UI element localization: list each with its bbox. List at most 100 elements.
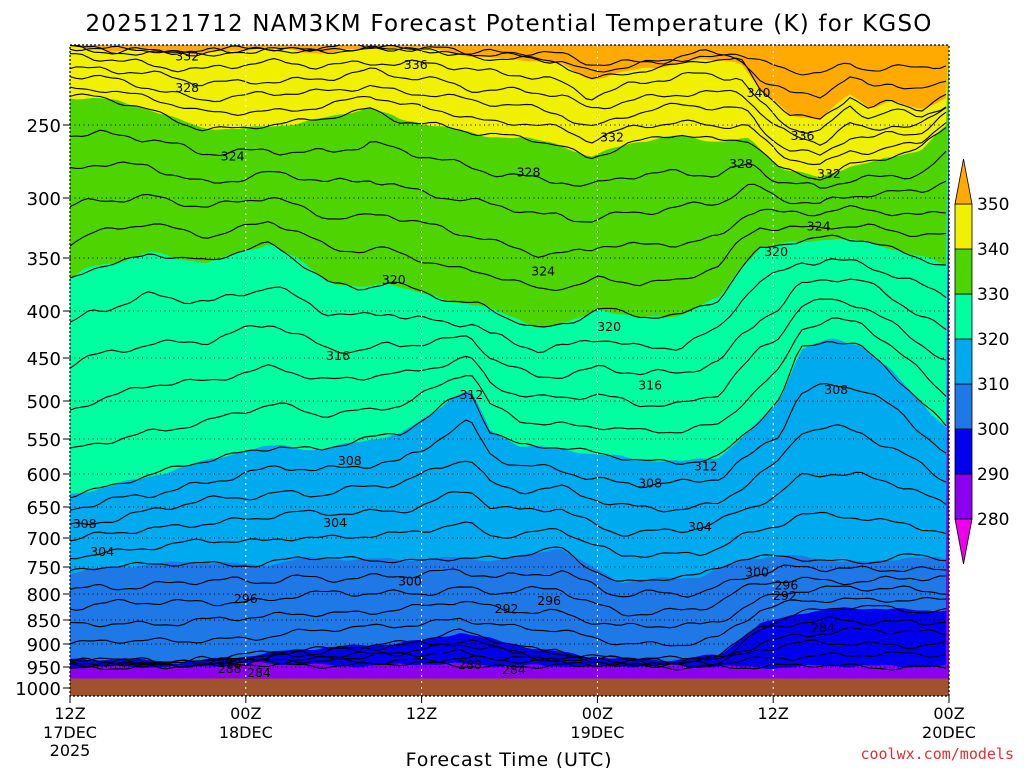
x-tick-year: 2025 bbox=[50, 741, 91, 760]
contour-line bbox=[70, 258, 947, 354]
x-tick-label: 00Z bbox=[230, 704, 261, 723]
x-tick-label: 12Z bbox=[54, 704, 85, 723]
contour-line bbox=[70, 471, 947, 542]
contour-line bbox=[70, 511, 947, 560]
contour-line bbox=[70, 66, 947, 146]
plot-area: 332 328 336 340 336 332 332 328 328 324 324 324 320 3… bbox=[70, 45, 949, 696]
contour-label: 312 bbox=[459, 387, 483, 402]
x-tick-label: 12Z bbox=[406, 704, 437, 723]
y-tick-label: 600 bbox=[27, 465, 61, 486]
contour-label: 332 bbox=[817, 166, 841, 181]
contour-label: 308 bbox=[824, 382, 848, 397]
colorbar-tick-label: 300 bbox=[977, 420, 1009, 440]
y-tick-label: 250 bbox=[27, 116, 61, 137]
y-tick-label: 650 bbox=[27, 498, 61, 519]
colorbar: 280 290 300 310 320 330 340 350 bbox=[954, 158, 1009, 565]
contour-line bbox=[70, 53, 947, 134]
contour-label: 308 bbox=[338, 453, 362, 468]
contour-label: 292 bbox=[218, 655, 242, 670]
contour-lines bbox=[70, 45, 947, 671]
contour-label: 340 bbox=[747, 85, 771, 100]
x-tick-date: 17DEC bbox=[43, 723, 97, 742]
contour-label: 304 bbox=[90, 544, 114, 559]
contour-line bbox=[70, 45, 947, 120]
x-tick-label: 00Z bbox=[582, 704, 613, 723]
contour-label: 328 bbox=[175, 80, 199, 95]
colorbar-swatch bbox=[954, 248, 973, 295]
colorbar-max-arrow bbox=[954, 158, 973, 205]
colorbar-tick-label: 290 bbox=[977, 465, 1009, 485]
contour-line bbox=[70, 341, 947, 499]
contour-label: 320 bbox=[764, 244, 788, 259]
x-tick-label: 12Z bbox=[758, 704, 789, 723]
y-tick-label: 800 bbox=[27, 585, 61, 606]
y-tick-label: 750 bbox=[27, 558, 61, 579]
credit-text: coolwx.com/models bbox=[860, 745, 1014, 763]
contour-line bbox=[70, 317, 947, 449]
contour-label: 300 bbox=[398, 574, 422, 589]
contour-label: 324 bbox=[531, 264, 555, 279]
contour-line bbox=[70, 298, 947, 411]
y-tick-label: 550 bbox=[27, 430, 61, 451]
colorbar-swatch bbox=[954, 203, 973, 250]
contour-label: 296 bbox=[774, 577, 798, 592]
contour-line bbox=[70, 161, 947, 223]
contour-label: 328 bbox=[729, 156, 753, 171]
contour-label: 292 bbox=[495, 601, 519, 616]
y-tick-label: 1000 bbox=[15, 679, 61, 700]
contour-label: 312 bbox=[694, 459, 718, 474]
y-tick-label: 700 bbox=[27, 529, 61, 550]
contour-line bbox=[70, 86, 947, 166]
contour-line bbox=[70, 383, 947, 511]
colorbar-swatch bbox=[954, 473, 973, 520]
contour-label: 288 bbox=[218, 661, 242, 676]
colorbar-min-arrow bbox=[954, 518, 973, 565]
contour-line bbox=[70, 93, 947, 181]
contour-label: 320 bbox=[382, 272, 406, 287]
contour-line bbox=[70, 45, 947, 76]
y-tick-label: 500 bbox=[27, 392, 61, 413]
colorbar-tick-label: 350 bbox=[977, 195, 1009, 215]
contour-label: 324 bbox=[807, 219, 831, 234]
chart-title: 2025121712 NAM3KM Forecast Potential Tem… bbox=[85, 11, 932, 37]
grid-lines bbox=[70, 45, 949, 696]
y-tick-label: 950 bbox=[27, 658, 61, 679]
contour-label: 308 bbox=[73, 516, 97, 531]
contour-label: 328 bbox=[517, 165, 541, 180]
contour-line bbox=[70, 74, 947, 156]
contour-line bbox=[70, 604, 947, 665]
y-tick-label: 850 bbox=[27, 611, 61, 632]
contour-label: 332 bbox=[600, 130, 624, 145]
ground-surface bbox=[70, 678, 949, 696]
contour-label: 332 bbox=[175, 49, 199, 64]
contour-label: 304 bbox=[323, 515, 347, 530]
colorbar-swatch bbox=[954, 338, 973, 385]
colorbar-swatch bbox=[954, 383, 973, 430]
contour-line bbox=[70, 639, 947, 669]
x-tick-date: 18DEC bbox=[219, 723, 273, 742]
contour-label: 336 bbox=[404, 57, 428, 72]
contour-label: 300 bbox=[745, 564, 769, 579]
y-tick-label: 350 bbox=[27, 249, 61, 270]
contour-line bbox=[70, 616, 947, 667]
x-tick-label: 00Z bbox=[933, 704, 964, 723]
contour-label: 320 bbox=[597, 319, 621, 334]
colorbar-tick-label: 340 bbox=[977, 240, 1009, 260]
colorbar-tick-label: 310 bbox=[977, 375, 1009, 395]
contour-label: 304 bbox=[688, 519, 712, 534]
colorbar-tick-label: 320 bbox=[977, 330, 1009, 350]
contour-line bbox=[70, 129, 947, 189]
contour-line bbox=[70, 596, 947, 647]
colorbar-tick-label: 330 bbox=[977, 285, 1009, 305]
pressure-axis: 250 300 350 400 450 500 550 600 650 700 750 800 850 9… bbox=[15, 116, 70, 700]
contour-label: 284 bbox=[247, 665, 271, 680]
contour-line bbox=[70, 234, 947, 328]
contour-label: 336 bbox=[791, 128, 815, 143]
colorbar-swatch bbox=[954, 293, 973, 340]
contour-label: 324 bbox=[221, 149, 245, 164]
y-tick-label: 900 bbox=[27, 635, 61, 656]
contour-line bbox=[70, 193, 947, 258]
colorbar-tick-label: 280 bbox=[977, 510, 1009, 530]
contour-label: 308 bbox=[638, 476, 662, 491]
